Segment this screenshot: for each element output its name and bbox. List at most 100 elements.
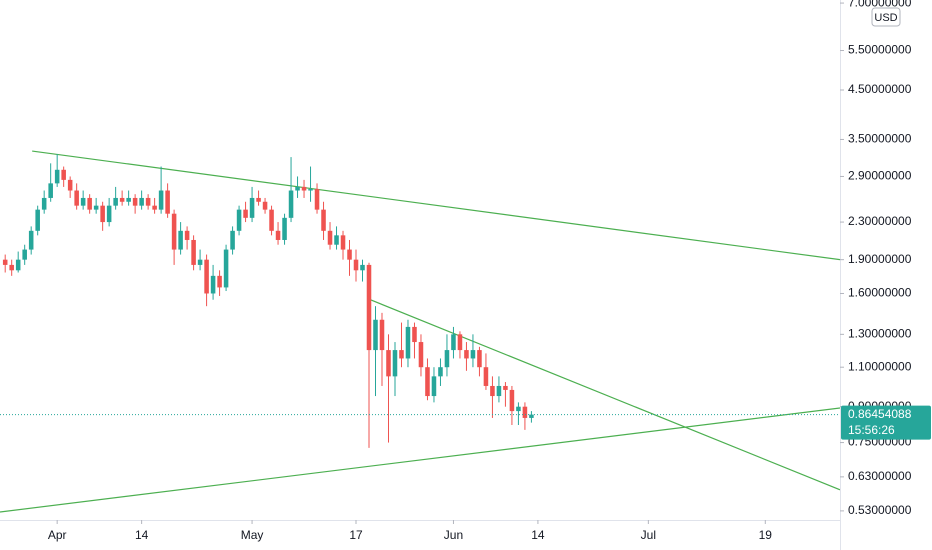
candle-body <box>386 350 391 377</box>
candle-body <box>275 230 281 240</box>
candle-body <box>295 186 300 191</box>
candle-body <box>178 230 183 250</box>
y-tick-label: 1.30000000 <box>848 327 912 341</box>
candle-body <box>87 197 92 210</box>
candle-body <box>191 239 196 265</box>
candle-body <box>67 179 73 191</box>
candle-body <box>529 414 534 418</box>
candle-body <box>301 186 307 191</box>
trend-line <box>32 150 840 261</box>
candle-body <box>327 230 333 245</box>
candle-body <box>249 197 255 218</box>
candle-body <box>516 406 521 412</box>
candle-body <box>61 169 66 180</box>
candle-body <box>165 190 170 214</box>
candle-body <box>269 209 274 231</box>
candle-body <box>353 259 359 271</box>
candle-body <box>360 264 365 271</box>
candle-body <box>113 197 118 206</box>
candle-body <box>28 230 34 250</box>
x-tick-label: 14 <box>531 528 545 542</box>
candle-body <box>477 350 482 368</box>
candle-body <box>54 169 60 184</box>
candle-body <box>496 385 502 397</box>
candle-body <box>308 189 313 191</box>
candle-body <box>509 389 515 412</box>
last-price-box <box>841 405 931 440</box>
candle-body <box>431 376 437 397</box>
candle-body <box>347 249 352 260</box>
candle-body <box>41 197 47 210</box>
x-tick-label: Jun <box>444 528 463 542</box>
candle-body <box>314 189 320 210</box>
candle-body <box>217 275 222 288</box>
candle-body <box>405 326 411 359</box>
candle-body <box>171 213 177 250</box>
candle-body <box>334 235 339 245</box>
candle-body <box>470 350 476 359</box>
candle-body <box>451 334 456 351</box>
countdown: 15:56:26 <box>848 423 895 437</box>
y-tick-label: 1.10000000 <box>848 359 912 373</box>
candle-body <box>392 350 398 377</box>
candle-body <box>262 201 268 210</box>
candle-body <box>288 190 294 218</box>
x-tick-label: 19 <box>759 528 773 542</box>
y-tick-label: 3.50000000 <box>848 132 912 146</box>
candle-body <box>74 190 79 206</box>
currency[interactable]: USD <box>874 12 897 24</box>
candle-body <box>139 197 144 206</box>
candle-body <box>106 205 112 223</box>
candle-body <box>15 259 21 271</box>
y-tick-label: 4.50000000 <box>848 82 912 96</box>
candle-body <box>243 209 248 218</box>
candle-body <box>100 205 105 223</box>
candle-body <box>366 264 372 351</box>
candle-body <box>425 367 430 397</box>
candle-body <box>119 197 125 202</box>
last-price-label: 0.86454088 <box>848 407 912 421</box>
candle-body <box>483 367 489 386</box>
y-tick-label: 5.50000000 <box>848 43 912 57</box>
currency-badge[interactable] <box>871 7 901 27</box>
candle-body <box>223 249 229 288</box>
y-tick-label: 2.30000000 <box>848 214 912 228</box>
x-tick-label: Apr <box>48 528 67 542</box>
candle-body <box>503 385 508 390</box>
y-tick-label: 2.90000000 <box>848 169 912 183</box>
candle-body <box>126 197 131 202</box>
candle-body <box>464 350 469 359</box>
candle-body <box>9 264 14 271</box>
candle-body <box>444 350 450 368</box>
candle-body <box>340 235 346 250</box>
candle-body <box>158 190 164 210</box>
y-tick-label: 0.53000000 <box>848 503 912 517</box>
candle-body <box>22 249 27 260</box>
candle-body <box>80 197 86 206</box>
candle-body <box>35 209 40 231</box>
trend-line <box>370 299 840 491</box>
candle-body <box>522 406 528 418</box>
x-tick-label: 17 <box>349 528 363 542</box>
x-tick-label: Jul <box>641 528 656 542</box>
x-tick-label: May <box>241 528 264 542</box>
candle-body <box>230 230 235 250</box>
candle-body <box>236 209 242 231</box>
candle-body <box>2 259 8 265</box>
trend-line <box>0 407 840 513</box>
candle-body <box>418 342 424 368</box>
candle-body <box>490 385 495 397</box>
candle-body <box>321 209 326 231</box>
candle-body <box>457 334 463 351</box>
candle-body <box>48 183 53 198</box>
candle-body <box>256 197 261 202</box>
candle-body <box>399 350 404 359</box>
candle-body <box>282 217 287 240</box>
candle-body <box>204 259 209 294</box>
y-tick-label: 1.90000000 <box>848 252 912 266</box>
candle-body <box>184 230 190 240</box>
candle-body <box>373 319 378 351</box>
